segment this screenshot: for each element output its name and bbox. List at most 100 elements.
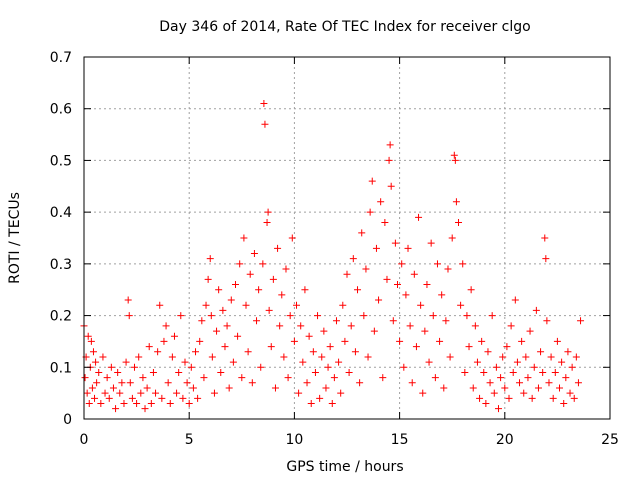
data-point — [391, 239, 399, 247]
data-point — [551, 368, 559, 376]
data-point — [307, 399, 315, 407]
data-point — [520, 389, 528, 397]
data-point — [503, 343, 511, 351]
data-point — [137, 389, 145, 397]
data-point — [139, 374, 147, 382]
data-point — [389, 317, 397, 325]
data-point — [81, 374, 89, 382]
data-point — [198, 317, 206, 325]
data-point — [436, 337, 444, 345]
data-point — [253, 317, 261, 325]
data-point — [297, 322, 305, 330]
data-point — [194, 394, 202, 402]
data-point — [431, 374, 439, 382]
data-point — [465, 343, 473, 351]
data-point — [497, 374, 505, 382]
data-point — [358, 229, 366, 237]
data-point — [192, 348, 200, 356]
data-point — [385, 156, 393, 164]
data-point — [175, 368, 183, 376]
data-point — [158, 394, 166, 402]
data-point — [269, 275, 277, 283]
data-point — [528, 394, 536, 402]
data-point — [467, 286, 475, 294]
data-point — [189, 384, 197, 392]
data-point — [260, 100, 268, 108]
data-point — [303, 379, 311, 387]
data-point — [109, 384, 117, 392]
data-point — [290, 337, 298, 345]
data-point — [339, 301, 347, 309]
data-point — [152, 389, 160, 397]
y-axis-label: ROTI / TECUs — [7, 192, 23, 284]
data-point — [173, 389, 181, 397]
y-tick-label: 0.1 — [50, 360, 72, 376]
data-point — [398, 260, 406, 268]
x-tick-label: 10 — [285, 432, 303, 448]
data-point — [406, 322, 414, 330]
data-point — [463, 312, 471, 320]
data-point — [286, 312, 294, 320]
x-tick-label: 25 — [601, 432, 619, 448]
data-point — [99, 353, 107, 361]
data-point — [141, 405, 149, 413]
data-point — [387, 182, 395, 190]
data-point — [267, 343, 275, 351]
x-tick-label: 20 — [496, 432, 514, 448]
data-point — [164, 379, 172, 387]
data-point — [484, 348, 492, 356]
data-point — [183, 379, 191, 387]
data-point — [408, 379, 416, 387]
data-point — [97, 399, 105, 407]
x-tick-label: 5 — [185, 432, 194, 448]
x-tick-label: 0 — [80, 432, 89, 448]
data-point — [326, 343, 334, 351]
data-point — [125, 312, 133, 320]
data-point — [179, 394, 187, 402]
y-tick-label: 0.6 — [50, 102, 72, 118]
data-point — [231, 281, 239, 289]
data-point — [101, 389, 109, 397]
data-point — [221, 343, 229, 351]
data-point — [541, 234, 549, 242]
data-point — [455, 218, 463, 226]
data-point — [215, 286, 223, 294]
data-point — [393, 281, 401, 289]
data-point — [324, 363, 332, 371]
data-point — [368, 177, 376, 185]
data-point — [250, 250, 258, 258]
data-point — [438, 291, 446, 299]
data-point — [206, 255, 214, 263]
data-point — [322, 384, 330, 392]
data-point — [505, 394, 513, 402]
data-point — [459, 260, 467, 268]
data-point — [305, 332, 313, 340]
data-point — [412, 343, 420, 351]
data-point — [263, 218, 271, 226]
data-point — [122, 358, 130, 366]
data-point — [423, 281, 431, 289]
data-point — [568, 363, 576, 371]
data-point — [410, 270, 418, 278]
data-point — [478, 337, 486, 345]
data-point — [261, 120, 269, 128]
data-point — [482, 399, 490, 407]
data-point — [364, 353, 372, 361]
data-point — [417, 301, 425, 309]
data-point — [556, 384, 564, 392]
data-point — [314, 312, 322, 320]
data-point — [377, 198, 385, 206]
data-point — [246, 270, 254, 278]
data-point — [476, 394, 484, 402]
data-point — [341, 337, 349, 345]
data-point — [89, 348, 97, 356]
data-point — [543, 317, 551, 325]
data-point — [202, 301, 210, 309]
data-point — [276, 322, 284, 330]
data-point — [316, 394, 324, 402]
data-point — [562, 374, 570, 382]
data-point — [170, 332, 178, 340]
data-point — [311, 368, 319, 376]
